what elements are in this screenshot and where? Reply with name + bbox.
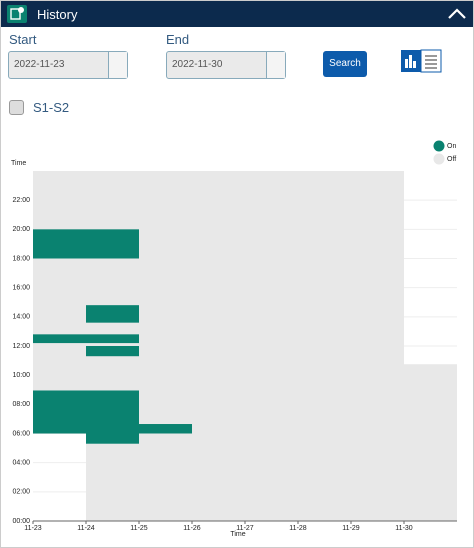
x-tick-label: 11-24 bbox=[77, 525, 94, 532]
x-tick-label: 11-30 bbox=[395, 525, 412, 532]
x-tick-label: 11-26 bbox=[183, 525, 200, 532]
y-tick-label: 18:00 bbox=[12, 255, 30, 262]
end-label: End bbox=[166, 32, 190, 47]
icon-bar bbox=[409, 55, 412, 68]
y-tick-label: 02:00 bbox=[12, 489, 30, 496]
y-tick-label: 14:00 bbox=[12, 314, 30, 321]
checkbox-label: S1-S2 bbox=[33, 100, 70, 115]
icon-lines bbox=[425, 55, 437, 69]
y-tick-label: 00:00 bbox=[12, 518, 30, 525]
collapse-caret[interactable] bbox=[448, 8, 466, 19]
icon-doc bbox=[10, 8, 21, 20]
y-tick-label: 10:00 bbox=[12, 372, 30, 379]
y-axis-label: Time bbox=[11, 160, 26, 167]
checkbox[interactable] bbox=[9, 100, 24, 115]
start-label: Start bbox=[9, 32, 37, 47]
range-bar bbox=[86, 305, 139, 323]
header-icons bbox=[7, 5, 466, 23]
calendar-button[interactable] bbox=[266, 52, 285, 78]
start-value: 2022-11-23 bbox=[14, 59, 65, 70]
range-bar bbox=[404, 364, 457, 521]
header: History bbox=[1, 1, 473, 27]
end-value: 2022-11-30 bbox=[172, 59, 223, 70]
y-tick-label: 20:00 bbox=[12, 226, 30, 233]
legend-swatch bbox=[433, 153, 445, 165]
y-tick-label: 16:00 bbox=[12, 285, 30, 292]
range-bar bbox=[86, 346, 139, 357]
x-tick-label: 11-27 bbox=[236, 525, 253, 532]
history-icon bbox=[7, 5, 27, 23]
y-tick-label: 12:00 bbox=[12, 343, 30, 350]
range-bar bbox=[33, 390, 139, 434]
x-tick-label: 11-25 bbox=[130, 525, 147, 532]
search-button[interactable]: Search bbox=[323, 51, 367, 77]
range-bar bbox=[33, 334, 139, 344]
range-bar bbox=[139, 424, 192, 434]
header-title: History bbox=[37, 7, 78, 22]
icon-bar bbox=[405, 59, 408, 68]
x-axis-label: Time bbox=[230, 531, 245, 538]
icon-clock bbox=[18, 7, 24, 13]
list-view[interactable] bbox=[420, 49, 442, 73]
range-bar bbox=[86, 433, 139, 444]
range-bar bbox=[33, 229, 139, 259]
y-tick-label: 06:00 bbox=[12, 430, 30, 437]
y-tick-label: 22:00 bbox=[12, 197, 30, 204]
range-bar bbox=[33, 171, 86, 434]
start-input[interactable]: 2022-11-23 bbox=[8, 51, 128, 79]
calendar-button[interactable] bbox=[108, 52, 127, 78]
x-tick-label: 11-29 bbox=[342, 525, 359, 532]
legend-label: Off bbox=[447, 156, 456, 163]
y-tick-label: 08:00 bbox=[12, 401, 30, 408]
legend-label: On bbox=[447, 143, 456, 150]
y-tick-label: 04:00 bbox=[12, 460, 30, 467]
icon-bar bbox=[413, 61, 416, 68]
legend-swatch bbox=[433, 140, 445, 152]
view-toggle[interactable] bbox=[400, 49, 442, 73]
end-input[interactable]: 2022-11-30 bbox=[166, 51, 286, 79]
x-tick-label: 11-28 bbox=[289, 525, 306, 532]
chart: Time Time 00:00 02:00 04:00 06:00 08:00 10:00… bbox=[11, 140, 457, 538]
x-tick-label: 11-23 bbox=[24, 525, 41, 532]
